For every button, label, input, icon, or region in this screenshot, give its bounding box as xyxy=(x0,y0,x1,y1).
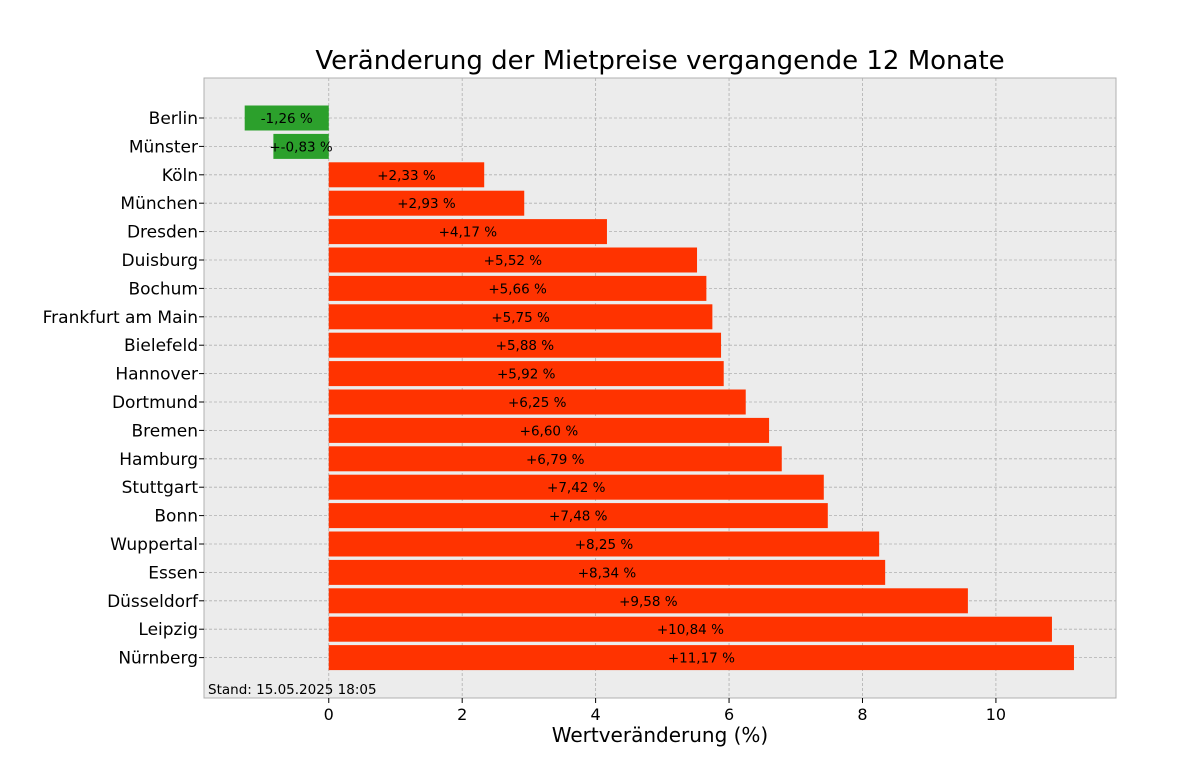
bar xyxy=(328,531,880,557)
bar xyxy=(328,190,525,216)
bar-value-label: +6,25 % xyxy=(508,395,567,411)
y-tick-label: Frankfurt am Main xyxy=(43,308,198,328)
y-tick-label: Bochum xyxy=(128,279,198,299)
bar xyxy=(328,332,722,358)
bar-value-label: +9,58 % xyxy=(619,594,678,610)
y-tick-label: Stuttgart xyxy=(122,478,199,498)
bar-value-label: +4,17 % xyxy=(439,225,498,241)
y-axis: Berlin Münster Köln München Dresden Duisburg B… xyxy=(43,109,204,669)
bar xyxy=(328,474,824,500)
bar xyxy=(273,133,329,159)
bar xyxy=(328,559,886,585)
y-tick-label: Köln xyxy=(162,166,198,186)
bar-value-label: +2,33 % xyxy=(377,168,436,184)
y-tick-label: Wuppertal xyxy=(110,535,198,555)
bar xyxy=(328,503,828,529)
bar-value-label: +-0,83 % xyxy=(269,139,333,155)
bar-value-label: +5,75 % xyxy=(491,310,550,326)
y-tick-label: Nürnberg xyxy=(118,649,198,669)
bar-value-label: +5,66 % xyxy=(488,281,547,297)
bar xyxy=(328,417,770,443)
bar xyxy=(328,588,968,614)
y-tick-label: Bonn xyxy=(154,507,198,527)
bar xyxy=(328,389,746,415)
y-tick-label: München xyxy=(120,194,198,214)
bar-value-label: +8,25 % xyxy=(575,537,634,553)
bar-value-label: +5,92 % xyxy=(497,367,556,383)
y-tick-label: Düsseldorf xyxy=(107,592,199,612)
bar xyxy=(328,304,713,330)
y-tick-label: Hannover xyxy=(115,365,198,385)
bar-value-label: +7,42 % xyxy=(547,480,606,496)
timestamp-note: Stand: 15.05.2025 18:05 xyxy=(208,682,377,698)
bar xyxy=(328,645,1074,671)
bar-value-label: +7,48 % xyxy=(549,509,608,525)
bar-value-label: +8,34 % xyxy=(578,565,637,581)
bar xyxy=(328,219,607,245)
x-tick-label: 8 xyxy=(857,705,867,724)
y-tick-label: Hamburg xyxy=(119,450,198,470)
bars xyxy=(244,105,1074,671)
bar xyxy=(328,616,1052,642)
y-tick-label: Essen xyxy=(148,563,198,583)
bar xyxy=(328,275,707,301)
y-tick-label: Dresden xyxy=(127,223,198,243)
y-tick-label: Berlin xyxy=(149,109,198,129)
bar-value-label: +6,60 % xyxy=(520,423,579,439)
y-tick-label: Duisburg xyxy=(122,251,199,271)
x-tick-label: 6 xyxy=(724,705,734,724)
bar-value-label: +5,52 % xyxy=(484,253,543,269)
y-tick-label: Dortmund xyxy=(112,393,198,413)
y-tick-label: Bielefeld xyxy=(124,336,198,356)
x-tick-label: 2 xyxy=(457,705,467,724)
data-labels: -1,26 % +-0,83 % +2,33 % +2,93 % +4,17 % +5,5… xyxy=(261,111,735,667)
bar-value-label: +11,17 % xyxy=(668,651,735,667)
bar-value-label: -1,26 % xyxy=(261,111,313,127)
y-tick-label: Münster xyxy=(129,137,198,157)
x-tick-label: 4 xyxy=(591,705,601,724)
bar-value-label: +5,88 % xyxy=(496,338,555,354)
chart-title: Veränderung der Mietpreise vergangende 1… xyxy=(315,46,1004,76)
bar xyxy=(328,446,782,472)
x-tick-label: 10 xyxy=(986,705,1006,724)
bar-value-label: +2,93 % xyxy=(397,196,456,212)
x-axis: 0 2 4 6 8 10 xyxy=(324,698,1006,724)
bar-value-label: +10,84 % xyxy=(657,622,724,638)
bar xyxy=(328,247,698,273)
y-tick-label: Bremen xyxy=(131,421,198,441)
x-axis-label: Wertveränderung (%) xyxy=(552,723,769,747)
bar xyxy=(328,361,724,387)
bar-value-label: +6,79 % xyxy=(526,452,585,468)
y-tick-label: Leipzig xyxy=(138,620,198,640)
bar xyxy=(244,105,329,131)
bar xyxy=(328,162,485,188)
x-tick-label: 0 xyxy=(324,705,334,724)
